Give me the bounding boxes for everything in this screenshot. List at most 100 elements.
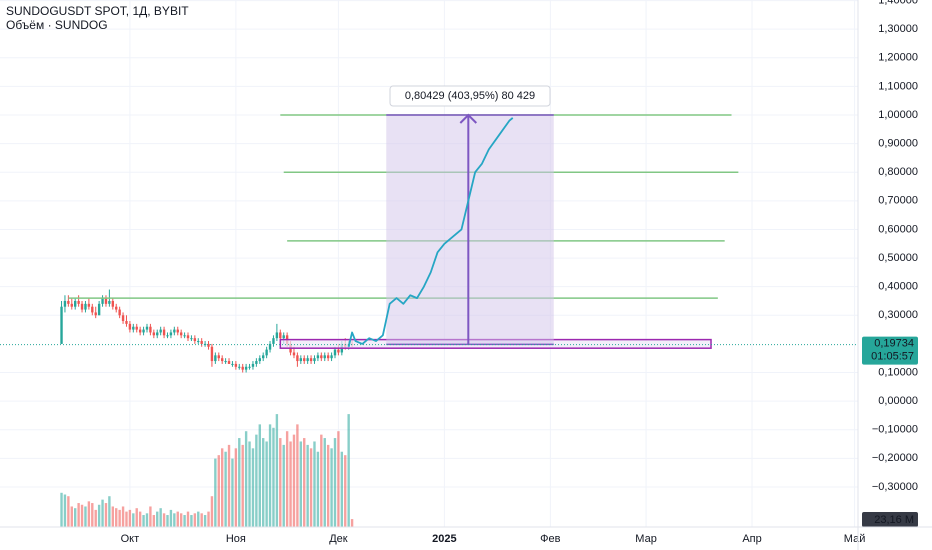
candle-body — [251, 363, 255, 367]
arrow-head — [459, 113, 478, 124]
volume-bar — [179, 513, 183, 527]
volume-bar — [176, 511, 179, 527]
candle-body — [77, 300, 80, 304]
volume-bar — [316, 451, 320, 527]
candle-body — [323, 355, 326, 359]
volume-bar — [60, 492, 63, 527]
candle-body — [203, 343, 207, 345]
projection-path — [347, 117, 514, 347]
volume-bar — [132, 513, 135, 527]
candle-body — [326, 355, 330, 359]
volume-bar — [63, 494, 67, 527]
volume-bar — [265, 441, 268, 527]
chart-subtitle: Объём · SUNDOG — [6, 18, 108, 32]
volume-bar — [285, 431, 289, 527]
volume-bar — [330, 448, 333, 527]
volume-bar — [255, 434, 258, 527]
candle-body — [179, 332, 183, 336]
x-tick-label: Окт — [121, 533, 140, 545]
volume-bar — [217, 455, 220, 527]
volume-bar — [268, 424, 272, 527]
volume-bar — [162, 513, 166, 527]
candle-body — [197, 341, 200, 343]
volume-bar — [111, 506, 115, 527]
y-tick-label: 0,90000 — [878, 138, 918, 150]
volume-bar — [323, 438, 326, 527]
candle-body — [135, 326, 138, 330]
candle-body — [159, 329, 162, 333]
x-tick-label: Апр — [742, 533, 761, 545]
x-tick-label: Ноя — [226, 533, 246, 545]
projection-label: 0,80429 (403,95%) 80 429 — [405, 90, 535, 102]
volume-bar — [251, 448, 255, 527]
volume-bar — [80, 504, 84, 527]
y-tick-label: −0,30000 — [872, 481, 918, 493]
candle-body — [214, 355, 217, 362]
volume-bar — [313, 441, 316, 527]
volume-bar — [272, 427, 275, 527]
y-tick-label: 0,40000 — [878, 281, 918, 293]
candle-body — [132, 326, 135, 330]
volume-bar — [279, 438, 282, 527]
candle-body — [207, 343, 210, 347]
volume-bar — [186, 511, 190, 527]
volume-bar — [108, 496, 111, 527]
volume-bar — [289, 441, 292, 527]
projection-label-box — [389, 85, 551, 107]
candle-body — [193, 338, 197, 342]
y-tick-label: 0,50000 — [878, 252, 918, 264]
candle-body — [183, 335, 186, 337]
volume-bar — [234, 448, 238, 527]
y-tick-label: 0,60000 — [878, 223, 918, 235]
y-tick-label: 0,70000 — [878, 195, 918, 207]
volume-bar — [197, 511, 200, 527]
candle-body — [303, 358, 306, 362]
candle-body — [279, 332, 282, 339]
volume-bar — [149, 506, 152, 527]
candle-body — [231, 363, 234, 365]
volume-bar — [145, 513, 149, 527]
volume-bar — [292, 434, 296, 527]
candle-body — [255, 361, 258, 364]
volume-bar — [258, 424, 261, 527]
volume-bar — [125, 511, 128, 527]
volume-bar — [156, 511, 159, 527]
volume-bar — [326, 444, 330, 527]
candle-body — [217, 355, 220, 359]
candle-body — [80, 303, 84, 310]
candle-body — [60, 306, 63, 344]
candle-body — [121, 315, 125, 322]
y-tick-label: −0,20000 — [872, 452, 918, 464]
candle-body — [337, 349, 340, 353]
candle-body — [152, 332, 156, 336]
volume-bar — [91, 503, 94, 527]
volume-bar — [220, 448, 224, 527]
volume-bar — [67, 496, 70, 527]
volume-bar — [138, 511, 142, 527]
candle-body — [248, 366, 251, 368]
candle-body — [145, 326, 149, 330]
volume-bar — [70, 506, 73, 527]
volume-bar — [200, 513, 203, 527]
volume-bar — [104, 503, 108, 527]
candle-body — [94, 312, 97, 316]
candle-body — [309, 358, 313, 362]
volume-bar — [121, 506, 125, 527]
volume-bar — [210, 496, 214, 527]
volume-bar — [166, 515, 169, 527]
candle-body — [190, 338, 193, 340]
volume-bar — [214, 458, 217, 527]
candle-body — [220, 358, 224, 362]
volume-bar — [248, 441, 251, 527]
volume-bar — [296, 424, 299, 527]
chart-title: SUNDOGUSDT SPOT, 1Д, BYBIT — [6, 4, 189, 18]
candle-body — [84, 303, 87, 310]
volume-bar — [347, 414, 350, 527]
candle-body — [313, 358, 316, 362]
volume-bar — [203, 515, 207, 527]
candle-body — [268, 343, 272, 350]
volume-bar — [128, 509, 132, 527]
candle-body — [63, 300, 67, 307]
candle-body — [210, 346, 214, 362]
y-tick-label: 1,30000 — [878, 23, 918, 35]
